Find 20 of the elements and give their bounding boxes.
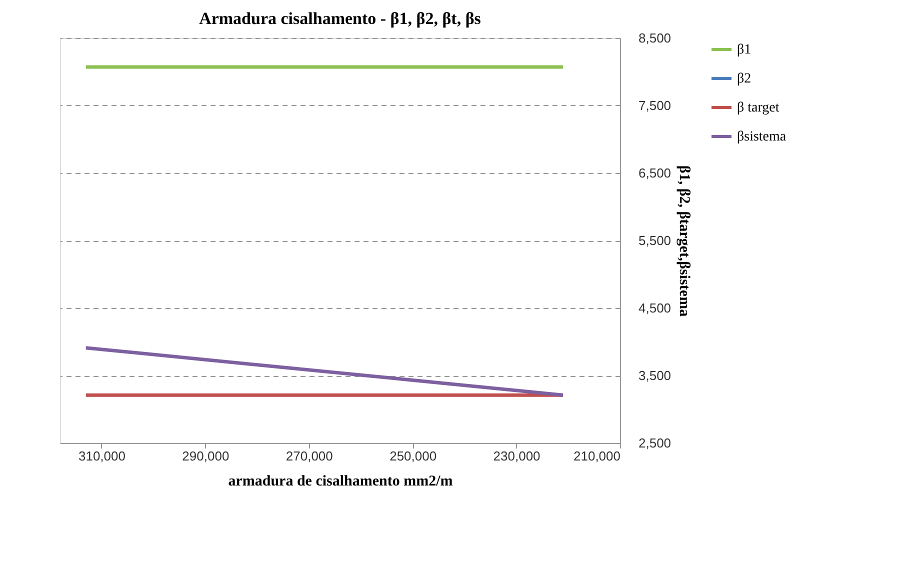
y-tick-label: 2,500: [638, 436, 672, 450]
y-tick-label: 5,500: [638, 233, 672, 248]
x-axis-title: armadura de cisalhamento mm2/m: [228, 474, 454, 490]
x-tick-label: 250,000: [390, 448, 437, 464]
x-tick-label: 210,000: [574, 448, 620, 464]
y-tick-label: 7,500: [638, 98, 672, 113]
y-tick-label: 8,500: [638, 30, 672, 46]
y-tick-label: 4,500: [638, 300, 672, 316]
legend-label: β1: [737, 42, 752, 58]
chart-title: Armadura cisalhamento - β1, β2, βt, βs: [199, 9, 482, 28]
x-tick-label: 310,000: [78, 448, 126, 464]
y-tick-label: 6,500: [638, 166, 672, 180]
legend-label: β2: [737, 72, 752, 86]
legend-label: βsistema: [737, 130, 787, 144]
x-tick-label: 270,000: [286, 448, 333, 464]
x-tick-label: 290,000: [182, 448, 230, 464]
x-tick-label: 230,000: [493, 448, 540, 464]
y-tick-label: 3,500: [638, 368, 672, 383]
legend-label: β target: [737, 100, 780, 116]
y-axis-title: β1, β2, βtarget,βsistema: [676, 165, 692, 318]
